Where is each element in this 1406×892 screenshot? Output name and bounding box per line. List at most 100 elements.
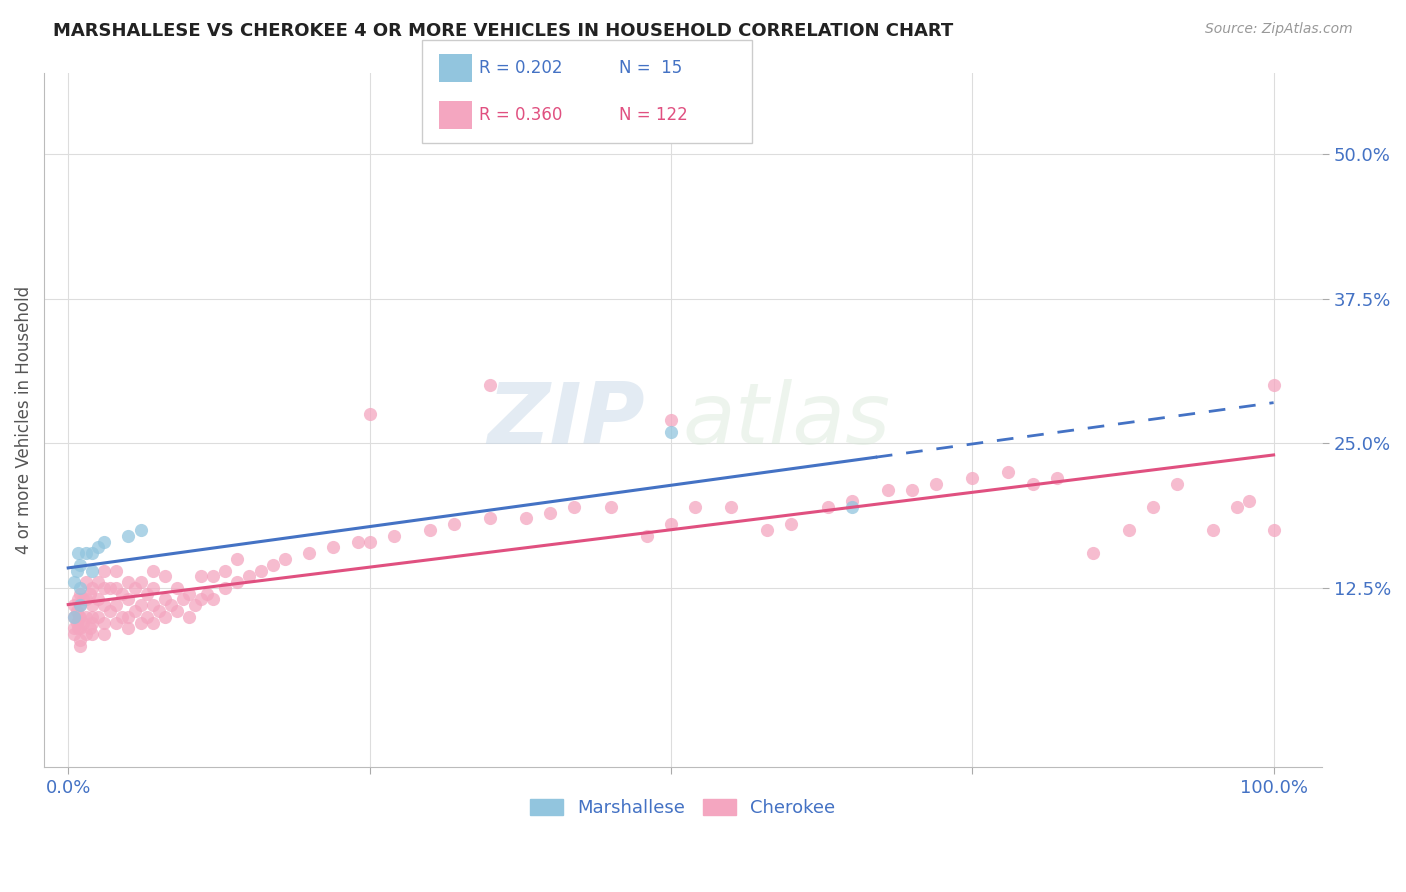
Text: N =  15: N = 15 <box>619 59 682 77</box>
Point <box>1239 494 1261 508</box>
Point <box>129 523 152 537</box>
Point <box>75 592 97 607</box>
Point <box>79 587 101 601</box>
Point <box>69 558 91 572</box>
Point <box>756 523 779 537</box>
Point <box>153 569 176 583</box>
Point <box>322 541 344 555</box>
Point <box>93 564 115 578</box>
Point <box>683 500 706 514</box>
Point <box>346 534 368 549</box>
Point <box>66 564 89 578</box>
Point <box>93 627 115 641</box>
Point <box>166 581 188 595</box>
Point <box>201 592 224 607</box>
Point <box>87 610 110 624</box>
Point <box>298 546 321 560</box>
Point <box>841 494 863 508</box>
Point <box>69 581 91 595</box>
Point <box>1202 523 1225 537</box>
Point <box>443 517 465 532</box>
Legend: Marshallese, Cherokee: Marshallese, Cherokee <box>523 791 842 824</box>
Point <box>69 599 91 613</box>
Point <box>66 546 89 560</box>
Text: MARSHALLESE VS CHEROKEE 4 OR MORE VEHICLES IN HOUSEHOLD CORRELATION CHART: MARSHALLESE VS CHEROKEE 4 OR MORE VEHICL… <box>53 22 953 40</box>
Point <box>1226 500 1249 514</box>
Point <box>82 581 104 595</box>
Text: N = 122: N = 122 <box>619 106 688 124</box>
Point <box>659 425 682 439</box>
Point <box>135 610 157 624</box>
Point <box>515 511 537 525</box>
Point <box>82 615 104 630</box>
Point <box>166 604 188 618</box>
Point <box>153 610 176 624</box>
Point <box>63 599 86 613</box>
Y-axis label: 4 or more Vehicles in Household: 4 or more Vehicles in Household <box>15 286 32 554</box>
Point <box>93 599 115 613</box>
Point <box>129 599 152 613</box>
Point <box>142 615 165 630</box>
Point <box>69 632 91 647</box>
Point <box>100 581 122 595</box>
Point <box>226 575 249 590</box>
Point <box>87 541 110 555</box>
Point <box>82 564 104 578</box>
Point <box>129 615 152 630</box>
Point <box>172 592 194 607</box>
Point <box>1166 476 1188 491</box>
Point <box>190 592 212 607</box>
Point <box>1142 500 1164 514</box>
Point <box>564 500 586 514</box>
Point <box>153 592 176 607</box>
Point <box>66 592 89 607</box>
Point <box>66 621 89 635</box>
Point <box>117 592 139 607</box>
Point <box>238 569 260 583</box>
Point <box>250 564 273 578</box>
Point <box>75 546 97 560</box>
Point <box>75 575 97 590</box>
Point <box>201 569 224 583</box>
Point <box>63 621 86 635</box>
Point <box>105 599 128 613</box>
Point <box>1081 546 1104 560</box>
Point <box>177 587 200 601</box>
Point <box>93 534 115 549</box>
Point <box>124 604 146 618</box>
Point <box>63 575 86 590</box>
Point <box>82 546 104 560</box>
Point <box>195 587 218 601</box>
Point <box>817 500 839 514</box>
Point <box>105 564 128 578</box>
Text: ZIP: ZIP <box>486 378 644 462</box>
Text: atlas: atlas <box>683 378 891 462</box>
Point <box>997 465 1019 479</box>
Point <box>66 604 89 618</box>
Point <box>148 604 170 618</box>
Text: Source: ZipAtlas.com: Source: ZipAtlas.com <box>1205 22 1353 37</box>
Point <box>129 575 152 590</box>
Point <box>63 610 86 624</box>
Point <box>479 511 502 525</box>
Point <box>87 575 110 590</box>
Point <box>190 569 212 583</box>
Point <box>69 639 91 653</box>
Point <box>67 610 90 624</box>
Point <box>75 627 97 641</box>
Point <box>69 621 91 635</box>
Point <box>105 615 128 630</box>
Point <box>93 581 115 595</box>
Point <box>63 610 86 624</box>
Point <box>479 378 502 392</box>
Point <box>925 476 948 491</box>
Point <box>382 529 405 543</box>
Point <box>659 517 682 532</box>
Text: R = 0.360: R = 0.360 <box>479 106 562 124</box>
Point <box>538 506 561 520</box>
Text: R = 0.202: R = 0.202 <box>479 59 562 77</box>
Point <box>117 610 139 624</box>
Point <box>66 615 89 630</box>
Point <box>359 407 381 421</box>
Point <box>214 564 236 578</box>
